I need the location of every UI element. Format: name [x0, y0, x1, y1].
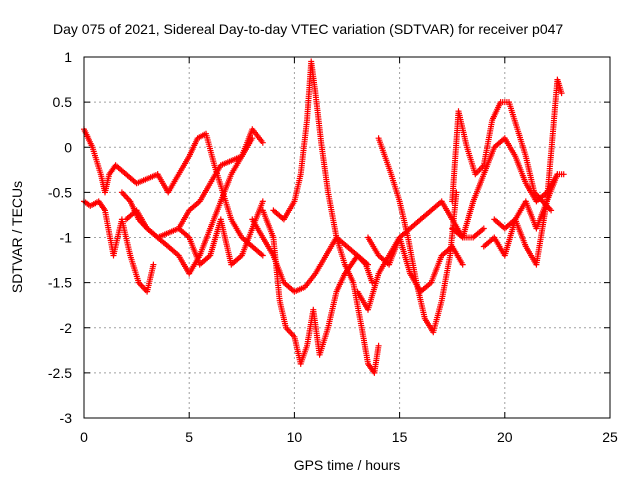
x-tick-label: 0 [80, 429, 88, 445]
data-point [480, 225, 487, 232]
series-track-8 [249, 216, 371, 295]
x-axis-label: GPS time / hours [294, 457, 401, 473]
y-axis-label: SDTVAR / TECUs [9, 181, 25, 293]
series-track-9 [270, 58, 382, 376]
series-track-1 [81, 126, 161, 196]
data-point [375, 342, 382, 349]
y-tick-label: -1 [60, 230, 73, 246]
data-point [558, 90, 565, 97]
series-track-7 [259, 207, 376, 367]
x-tick-label: 15 [392, 429, 408, 445]
y-tick-label: -2 [60, 320, 73, 336]
data-point [259, 198, 266, 205]
series-track-15 [491, 76, 565, 268]
y-tick-label: -3 [60, 410, 73, 426]
data-point [365, 261, 371, 268]
series-track-6 [175, 198, 266, 268]
series-track-11 [375, 135, 460, 336]
data-point [560, 171, 567, 178]
y-tick-label: 0.5 [53, 94, 73, 110]
y-tick-label: -1.5 [48, 275, 72, 291]
y-tick-label: -2.5 [48, 365, 72, 381]
x-tick-label: 20 [497, 429, 513, 445]
series-track-12 [365, 198, 487, 268]
y-tick-label: 1 [64, 49, 72, 65]
y-tick-label: 0 [64, 139, 72, 155]
series-track-4 [154, 130, 266, 259]
x-tick-label: 10 [287, 429, 303, 445]
data-point [259, 139, 266, 146]
data-point [369, 279, 376, 286]
series-track-10 [354, 234, 466, 313]
series-track-13 [449, 99, 555, 214]
data-point [249, 135, 256, 142]
data-point [259, 252, 266, 259]
series-track-2 [81, 198, 157, 295]
data-point [548, 207, 555, 214]
x-tick-label: 25 [602, 429, 618, 445]
series-track-16 [480, 171, 567, 259]
ticks: 0 5 10 15 20 25 -3 -2.5 -2 -1.5 -1 -0.5 0 0.5 1 [48, 49, 618, 445]
data-point [459, 261, 466, 268]
data-points [81, 58, 567, 376]
chart-title: Day 075 of 2021, Sidereal Day-to-day VTE… [53, 21, 563, 37]
x-tick-label: 5 [185, 429, 193, 445]
data-point [150, 261, 157, 268]
y-tick-label: -0.5 [48, 184, 72, 200]
